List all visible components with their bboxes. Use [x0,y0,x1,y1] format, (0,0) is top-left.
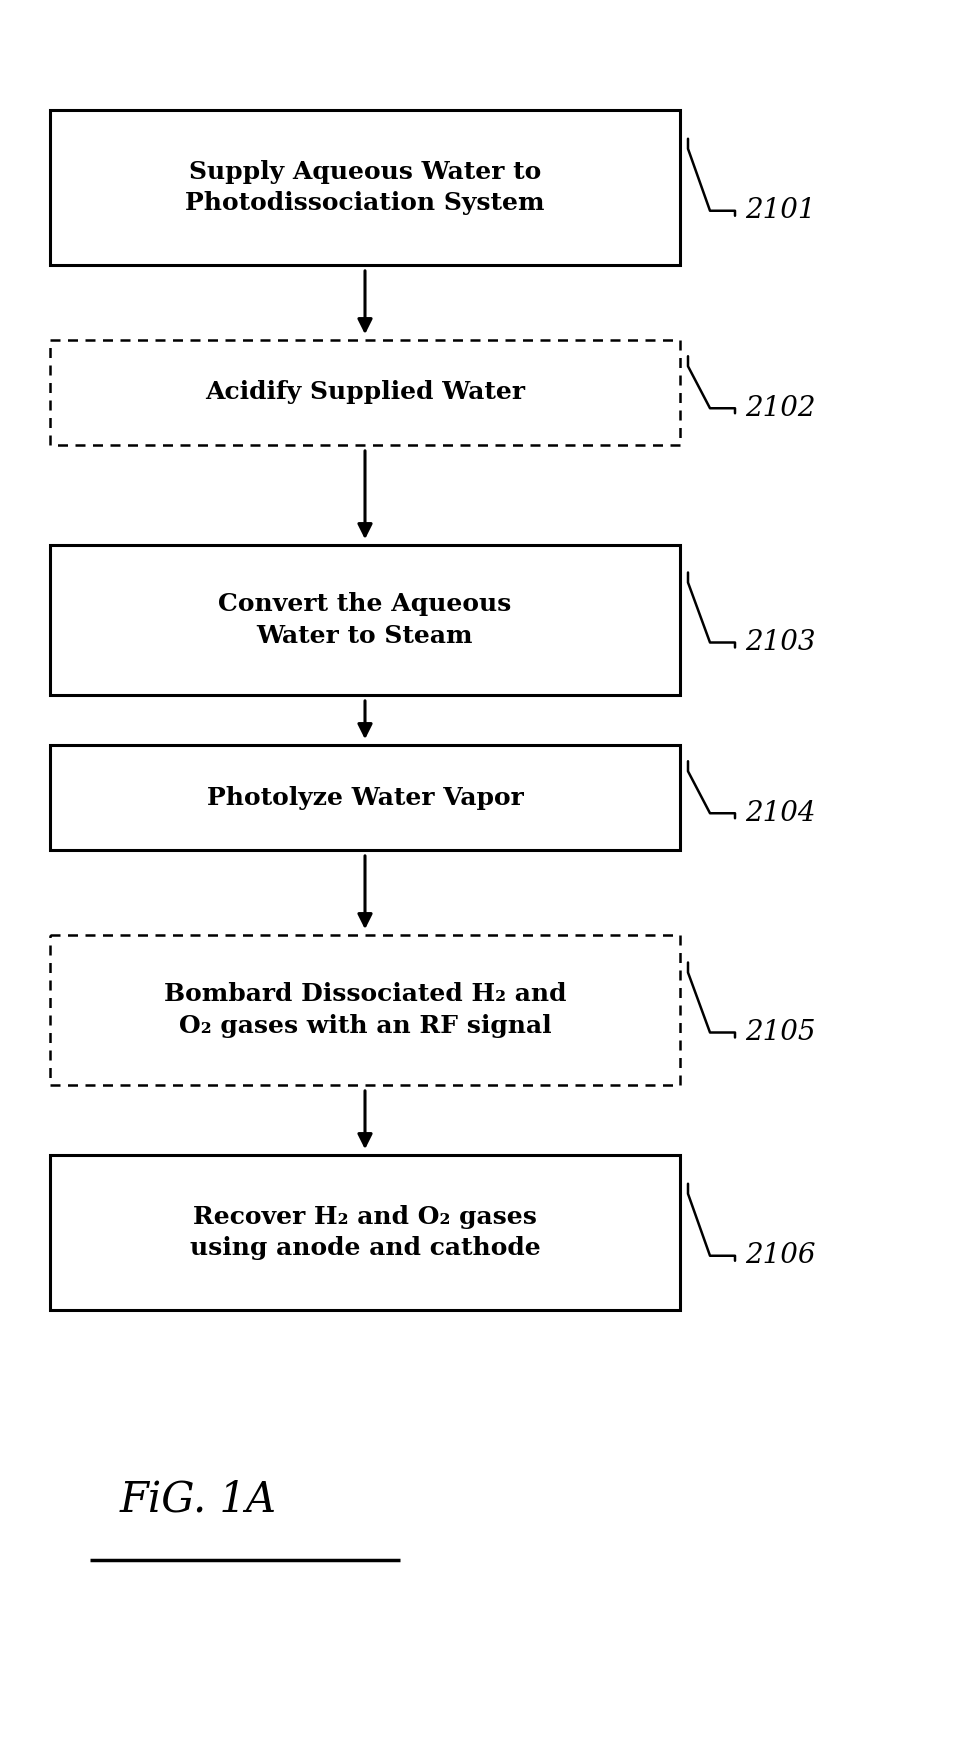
Text: 2105: 2105 [745,1018,815,1046]
Bar [50,746,680,850]
Text: Acidify Supplied Water: Acidify Supplied Water [205,381,525,405]
Text: Bombard Dissociated H₂ and
O₂ gases with an RF signal: Bombard Dissociated H₂ and O₂ gases with… [163,982,566,1038]
Text: 2106: 2106 [745,1243,815,1269]
Text: 2104: 2104 [745,799,815,827]
Bar [50,1156,680,1310]
Bar [50,109,680,264]
Text: Convert the Aqueous
Water to Steam: Convert the Aqueous Water to Steam [218,593,511,648]
Text: 2102: 2102 [745,395,815,422]
Text: 2101: 2101 [745,196,815,224]
Bar [50,341,680,445]
Text: 2103: 2103 [745,629,815,655]
Text: Photolyze Water Vapor: Photolyze Water Vapor [206,786,523,810]
Bar [50,546,680,695]
Bar [50,935,680,1085]
Text: Recover H₂ and O₂ gases
using anode and cathode: Recover H₂ and O₂ gases using anode and … [189,1204,540,1260]
Text: Supply Aqueous Water to
Photodissociation System: Supply Aqueous Water to Photodissociatio… [185,160,545,216]
Text: FiG. 1A: FiG. 1A [120,1479,277,1521]
